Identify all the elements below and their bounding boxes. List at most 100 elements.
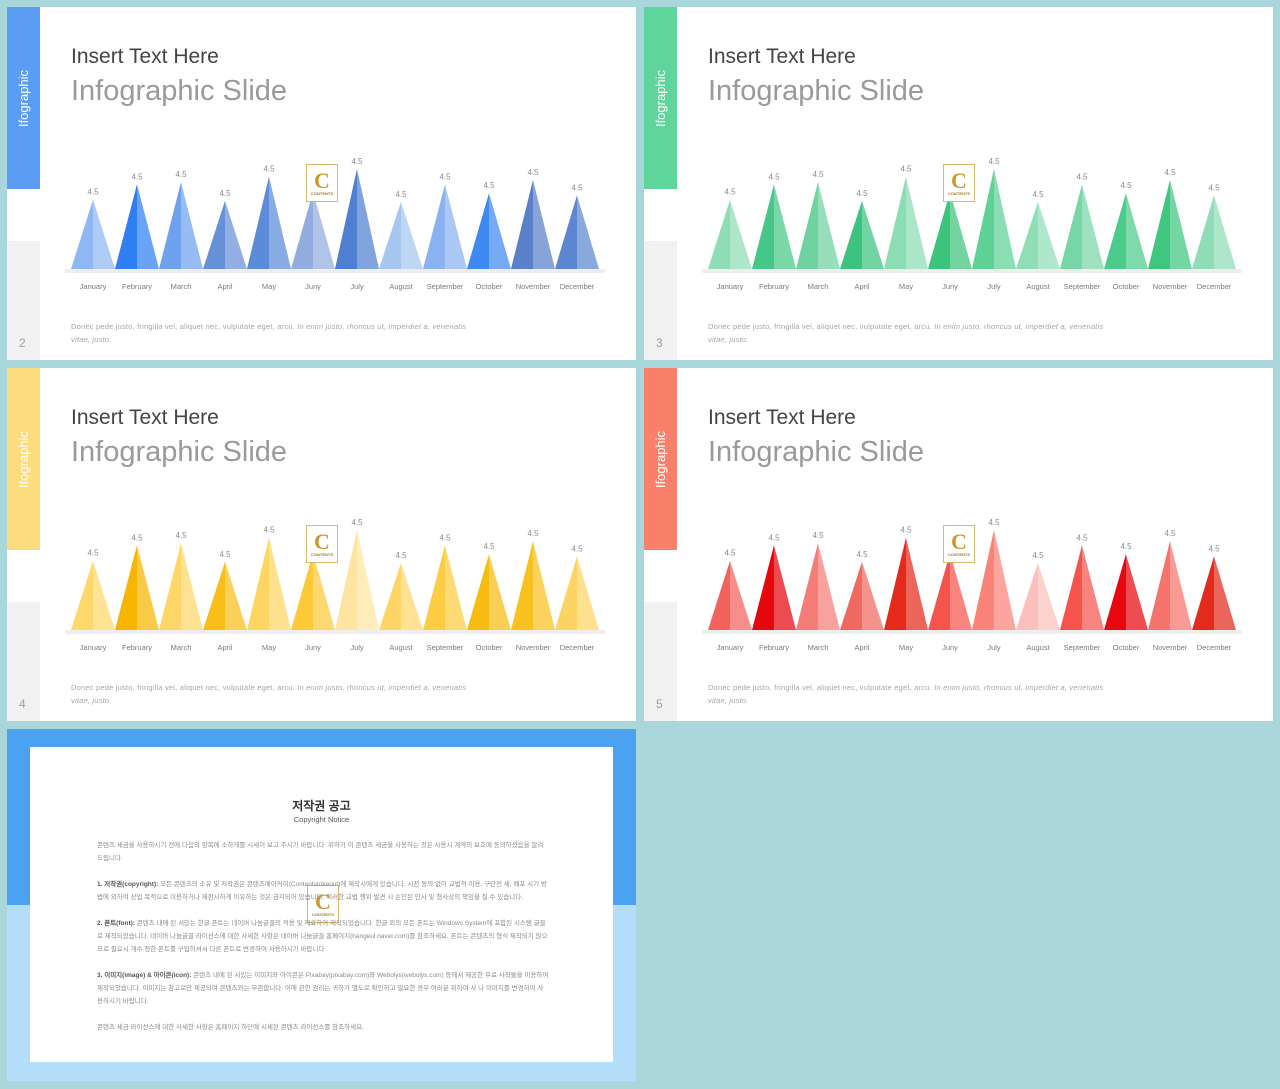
chart-baseline [702,630,1242,634]
triangle-mark [159,182,203,269]
chart-baseline [65,630,605,634]
triangle-mark [467,193,511,269]
triangle-right-face [577,195,599,269]
x-tick-label: April [854,282,869,291]
triangle-mark [928,553,972,630]
triangle-right-face [181,543,203,630]
triangle-left-face [115,545,137,630]
triangle-left-face [467,193,489,269]
triangle-left-face [884,176,906,269]
data-label: 4.5 [1076,533,1088,542]
triangle-mark [1016,562,1060,630]
data-label: 4.5 [175,531,187,540]
triangle-left-face [1104,554,1126,630]
body-text-italic: In enim justo, rhoncus ut, imperdiet a, … [708,683,1104,705]
triangle-mark [1192,195,1236,269]
watermark-letter: C [315,888,331,914]
triangle-chart: 4.5 January 4.5 February 4.5 March 4.5 April 4.5… [694,516,1254,661]
slide-copyright[interactable]: 저작권 공고 Copyright Notice C CONTENTS 콘텐츠 세… [7,729,636,1081]
triangle-right-face [225,561,247,630]
triangle-mark [972,529,1016,630]
triangle-left-face [1016,562,1038,630]
x-tick-label: September [1064,282,1101,291]
copyright-section-3-head: 3. 이미지(image) & 아이콘(icon): [97,972,194,979]
side-label: Ifographic [16,430,31,488]
data-label: 4.5 [351,157,363,166]
triangle-mark [708,560,752,630]
triangle-right-face [401,201,423,269]
x-tick-label: November [516,282,551,291]
x-tick-label: December [560,643,595,652]
body-text-italic: In enim justo, rhoncus ut, imperdiet a, … [708,322,1104,344]
x-tick-label: July [987,643,1001,652]
x-tick-label: Juny [942,282,958,291]
slide-subtitle: Infographic Slide [71,436,288,468]
data-label: 4.5 [351,518,363,527]
x-tick-label: January [80,282,107,291]
triangle-right-face [862,561,884,630]
copyright-section-3-body: 콘텐츠 내에 된 서있는 이미지와 아이콘은 Pixabay(pixabay.c… [97,972,549,1005]
triangle-mark [796,543,840,630]
triangle-chart: 4.5 January 4.5 February 4.5 March 4.5 April 4.5… [57,155,617,300]
side-label: Ifographic [653,430,668,488]
copyright-section-1-body: 모든 콘텐츠의 소유 및 저작권은 콘텐츠메이커이(Contentstokeou… [97,881,547,901]
triangle-mark [796,182,840,269]
triangle-left-face [840,561,862,630]
slide-5[interactable]: Ifographic 5 Insert Text Here Infographi… [644,368,1273,721]
triangle-mark [555,195,599,269]
x-tick-label: Juny [305,643,321,652]
triangle-left-face [511,179,533,269]
triangle-mark [1016,201,1060,269]
x-tick-label: April [854,643,869,652]
triangle-left-face [1192,195,1214,269]
triangle-mark [708,199,752,269]
side-accent-bar: Ifographic [7,7,40,189]
copyright-section-1-head: 1. 저작권(copyright): [97,881,161,888]
side-gray-block [644,241,677,360]
chart-svg: 4.5 January 4.5 February 4.5 March 4.5 April 4.5… [702,157,1242,291]
copyright-intro: 콘텐츠 세금을 사용하시기 전에 다음의 항목에 소하게를 시세이 보고 주시기… [97,842,544,862]
triangle-right-face [533,179,555,269]
triangle-mark [291,192,335,269]
x-tick-label: September [427,282,464,291]
triangle-right-face [950,553,972,630]
slide-title: Insert Text Here [708,45,856,68]
triangle-mark [1104,554,1148,630]
side-accent-bar: Ifographic [7,368,40,550]
copyright-outro: 콘텐츠 세금 라이선스에 대한 사세한 사항은 홈페이지 하단에 시세된 콘텐츠… [97,1024,364,1031]
triangle-mark [467,554,511,630]
data-label: 4.5 [856,189,868,198]
x-tick-label: July [987,282,1001,291]
triangle-left-face [1060,184,1082,269]
data-label: 4.5 [768,533,780,542]
triangle-right-face [401,562,423,630]
data-label: 4.5 [219,189,231,198]
page-number: 5 [656,697,663,711]
triangle-right-face [1170,540,1192,630]
triangle-right-face [906,176,928,269]
x-tick-label: July [350,282,364,291]
triangle-right-face [269,176,291,269]
triangle-mark [115,184,159,269]
triangle-left-face [708,199,730,269]
data-label: 4.5 [812,531,824,540]
data-label: 4.5 [219,550,231,559]
body-text-plain: Donec pede justo, fringilla vel, aliquet… [71,322,298,331]
triangle-mark [928,192,972,269]
slide-4[interactable]: Ifographic 4 Insert Text Here Infographi… [7,368,636,721]
watermark-logo: C CONTENTS [306,525,338,563]
triangle-right-face [906,537,928,630]
watermark-letter: C [314,528,330,554]
triangle-right-face [994,529,1016,630]
triangle-right-face [1038,562,1060,630]
triangle-right-face [994,168,1016,269]
slide-2[interactable]: Ifographic 2 Insert Text Here Infographi… [7,7,636,360]
slide-3[interactable]: Ifographic 3 Insert Text Here Infographi… [644,7,1273,360]
data-label: 4.5 [1120,181,1132,190]
triangle-right-face [774,184,796,269]
data-label: 4.5 [483,542,495,551]
x-tick-label: December [1197,282,1232,291]
triangle-mark [511,179,555,269]
data-label: 4.5 [900,165,912,174]
x-tick-label: March [171,643,192,652]
